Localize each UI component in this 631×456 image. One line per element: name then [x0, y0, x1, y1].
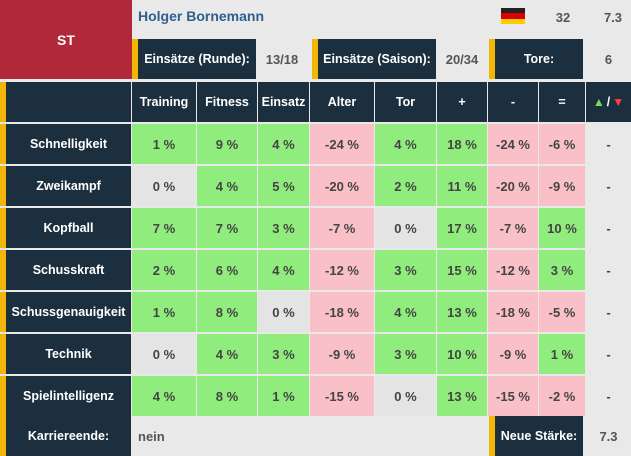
row-label: Technik — [0, 334, 131, 374]
row-label: Schussgenauigkeit — [0, 292, 131, 332]
row-label: Kopfball — [0, 208, 131, 248]
table-cell: 0 % — [132, 166, 196, 206]
col-header-minus: - — [488, 82, 538, 122]
table-cell: 13 % — [437, 376, 487, 416]
table-cell: 3 % — [539, 250, 585, 290]
col-header-win-loss: ▲ / ▼ — [586, 82, 631, 122]
table-cell: 7 % — [132, 208, 196, 248]
table-cell: -24 % — [310, 124, 374, 164]
row-label: Zweikampf — [0, 166, 131, 206]
table-cell: 1 % — [539, 334, 585, 374]
apps-season-label: Einsätze (Saison): — [312, 39, 436, 79]
table-cell: -24 % — [488, 124, 538, 164]
table-cell: 8 % — [197, 376, 257, 416]
col-header-training: Training — [132, 82, 196, 122]
table-cell: 4 % — [197, 334, 257, 374]
table-cell: 3 % — [258, 208, 309, 248]
player-strength: 7.3 — [603, 9, 623, 25]
goals-label: Tore: — [489, 39, 583, 79]
table-cell: 5 % — [258, 166, 309, 206]
position-badge: ST — [0, 0, 132, 79]
row-label: Schnelligkeit — [0, 124, 131, 164]
table-cell: 15 % — [437, 250, 487, 290]
table-cell: 0 % — [132, 334, 196, 374]
new-strength-value: 7.3 — [599, 428, 618, 444]
col-header-tor: Tor — [375, 82, 436, 122]
col-header-einsatz: Einsatz — [258, 82, 309, 122]
table-cell: 6 % — [197, 250, 257, 290]
table-cell: -9 % — [310, 334, 374, 374]
table-cell: 1 % — [132, 124, 196, 164]
table-cell: 17 % — [437, 208, 487, 248]
table-cell: -12 % — [488, 250, 538, 290]
table-cell: -7 % — [310, 208, 374, 248]
table-cell: - — [586, 208, 631, 248]
table-cell: 3 % — [258, 334, 309, 374]
table-cell: 4 % — [375, 292, 436, 332]
table-cell: -15 % — [310, 376, 374, 416]
table-cell: - — [586, 124, 631, 164]
table-cell: 10 % — [539, 208, 585, 248]
table-cell: 10 % — [437, 334, 487, 374]
col-header-plus: + — [437, 82, 487, 122]
table-cell: -9 % — [488, 334, 538, 374]
table-cell: - — [586, 334, 631, 374]
table-cell: 2 % — [132, 250, 196, 290]
table-cell: 9 % — [197, 124, 257, 164]
table-cell: -5 % — [539, 292, 585, 332]
apps-round-value: 13/18 — [265, 51, 299, 67]
germany-flag-icon — [501, 8, 525, 24]
table-cell: 3 % — [375, 250, 436, 290]
table-cell: 4 % — [375, 124, 436, 164]
table-cell: 18 % — [437, 124, 487, 164]
table-cell: - — [586, 250, 631, 290]
row-label: Spielintelligenz — [0, 376, 131, 416]
row-label: Schusskraft — [0, 250, 131, 290]
table-cell: 0 % — [375, 376, 436, 416]
col-header-alter: Alter — [310, 82, 374, 122]
table-cell: 7 % — [197, 208, 257, 248]
table-cell: - — [586, 376, 631, 416]
table-cell: -18 % — [488, 292, 538, 332]
table-cell: 4 % — [197, 166, 257, 206]
table-cell: 3 % — [375, 334, 436, 374]
col-header-label: / — [606, 95, 611, 109]
new-strength-label: Neue Stärke: — [489, 416, 583, 456]
table-cell: 4 % — [132, 376, 196, 416]
table-cell: -15 % — [488, 376, 538, 416]
table-cell: 1 % — [132, 292, 196, 332]
table-cell: 11 % — [437, 166, 487, 206]
header-corner — [0, 82, 131, 122]
thumbs-down-icon: ▼ — [612, 95, 625, 109]
thumbs-up-icon: ▲ — [592, 95, 605, 109]
table-cell: - — [586, 166, 631, 206]
table-cell: -6 % — [539, 124, 585, 164]
table-cell: -9 % — [539, 166, 585, 206]
player-age: 32 — [555, 9, 571, 25]
table-cell: -18 % — [310, 292, 374, 332]
apps-round-label: Einsätze (Runde): — [132, 39, 256, 79]
table-cell: 0 % — [375, 208, 436, 248]
career-end-label: Karriereende: — [0, 416, 131, 456]
col-header-fitness: Fitness — [197, 82, 257, 122]
table-cell: 1 % — [258, 376, 309, 416]
table-cell: -12 % — [310, 250, 374, 290]
career-end-value: nein — [138, 428, 165, 444]
table-cell: -20 % — [310, 166, 374, 206]
apps-season-value: 20/34 — [445, 51, 479, 67]
player-name[interactable]: Holger Bornemann — [138, 8, 265, 24]
table-cell: - — [586, 292, 631, 332]
table-cell: -2 % — [539, 376, 585, 416]
table-cell: 4 % — [258, 124, 309, 164]
table-cell: -7 % — [488, 208, 538, 248]
table-cell: 0 % — [258, 292, 309, 332]
col-header-equal: = — [539, 82, 585, 122]
table-cell: 8 % — [197, 292, 257, 332]
table-cell: 4 % — [258, 250, 309, 290]
table-cell: 13 % — [437, 292, 487, 332]
table-cell: 2 % — [375, 166, 436, 206]
table-cell: -20 % — [488, 166, 538, 206]
goals-value: 6 — [604, 51, 613, 67]
